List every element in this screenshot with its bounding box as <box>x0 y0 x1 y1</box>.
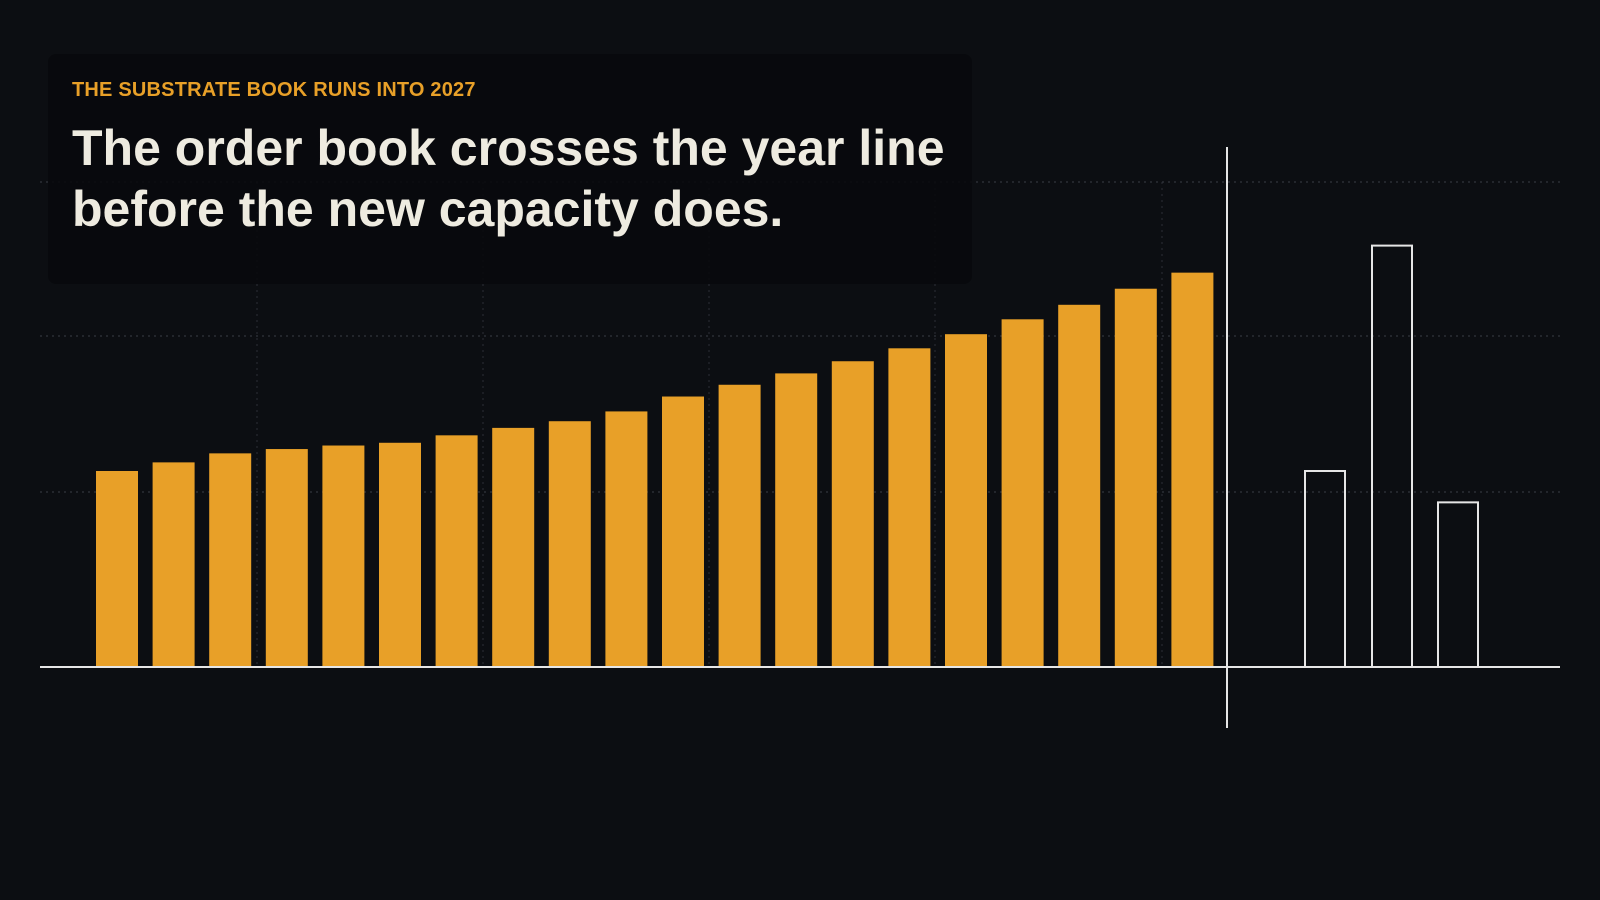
bar-filled-6 <box>379 442 421 667</box>
bar-filled-10 <box>605 411 648 667</box>
bar-filled-9 <box>548 421 591 667</box>
bar-filled-14 <box>831 361 874 667</box>
bar-filled-19 <box>1114 288 1157 667</box>
bar-outline-1 <box>1304 470 1346 668</box>
bar-filled-15 <box>888 348 931 667</box>
bar-filled-18 <box>1058 304 1101 667</box>
bar-filled-16 <box>945 334 987 667</box>
bar-filled-5 <box>322 445 365 667</box>
bar-filled-12 <box>718 384 761 667</box>
bar-filled-13 <box>775 373 818 667</box>
chart-headline: The order book crosses the year line bef… <box>72 120 945 237</box>
axes <box>40 147 1560 728</box>
bars <box>96 244 1479 668</box>
bar-filled-20 <box>1171 272 1214 667</box>
bar-filled-17 <box>1001 319 1044 667</box>
title-panel: THE SUBSTRATE BOOK RUNS INTO 2027 The or… <box>48 54 972 284</box>
bar-filled-4 <box>265 449 308 667</box>
bar-outline-2 <box>1371 244 1413 668</box>
bar-filled-8 <box>492 427 535 667</box>
bar-filled-3 <box>209 453 252 667</box>
bar-outline-3 <box>1437 501 1479 668</box>
bar-filled-1 <box>96 471 138 667</box>
bar-filled-7 <box>435 435 478 667</box>
bar-filled-2 <box>152 462 195 667</box>
chart-kicker: THE SUBSTRATE BOOK RUNS INTO 2027 <box>72 79 476 101</box>
bar-filled-11 <box>662 396 704 667</box>
